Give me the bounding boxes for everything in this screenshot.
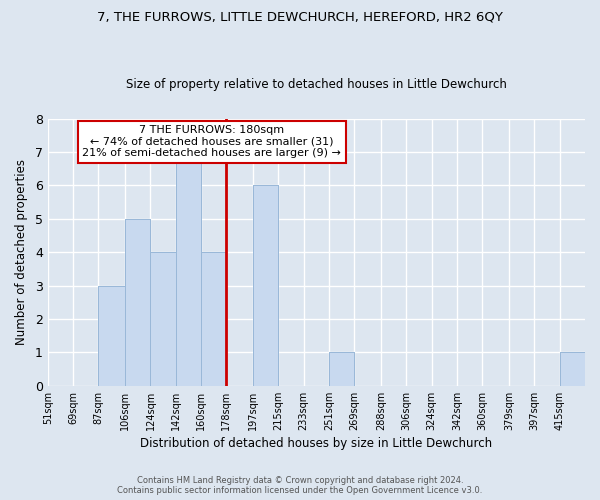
Bar <box>151 252 176 386</box>
Bar <box>560 352 585 386</box>
Bar <box>151 252 176 386</box>
Bar <box>98 286 125 386</box>
Title: Size of property relative to detached houses in Little Dewchurch: Size of property relative to detached ho… <box>126 78 507 91</box>
Bar <box>560 352 585 386</box>
Bar <box>201 252 226 386</box>
Bar <box>98 286 125 386</box>
Bar <box>201 252 226 386</box>
Y-axis label: Number of detached properties: Number of detached properties <box>15 159 28 345</box>
Bar <box>125 219 151 386</box>
Bar <box>329 352 355 386</box>
Bar <box>253 186 278 386</box>
X-axis label: Distribution of detached houses by size in Little Dewchurch: Distribution of detached houses by size … <box>140 437 493 450</box>
Text: 7 THE FURROWS: 180sqm
← 74% of detached houses are smaller (31)
21% of semi-deta: 7 THE FURROWS: 180sqm ← 74% of detached … <box>82 125 341 158</box>
Bar <box>176 152 201 386</box>
Bar <box>176 152 201 386</box>
Bar <box>253 186 278 386</box>
Bar <box>329 352 355 386</box>
Text: 7, THE FURROWS, LITTLE DEWCHURCH, HEREFORD, HR2 6QY: 7, THE FURROWS, LITTLE DEWCHURCH, HEREFO… <box>97 10 503 23</box>
Bar <box>125 219 151 386</box>
Text: Contains HM Land Registry data © Crown copyright and database right 2024.
Contai: Contains HM Land Registry data © Crown c… <box>118 476 482 495</box>
